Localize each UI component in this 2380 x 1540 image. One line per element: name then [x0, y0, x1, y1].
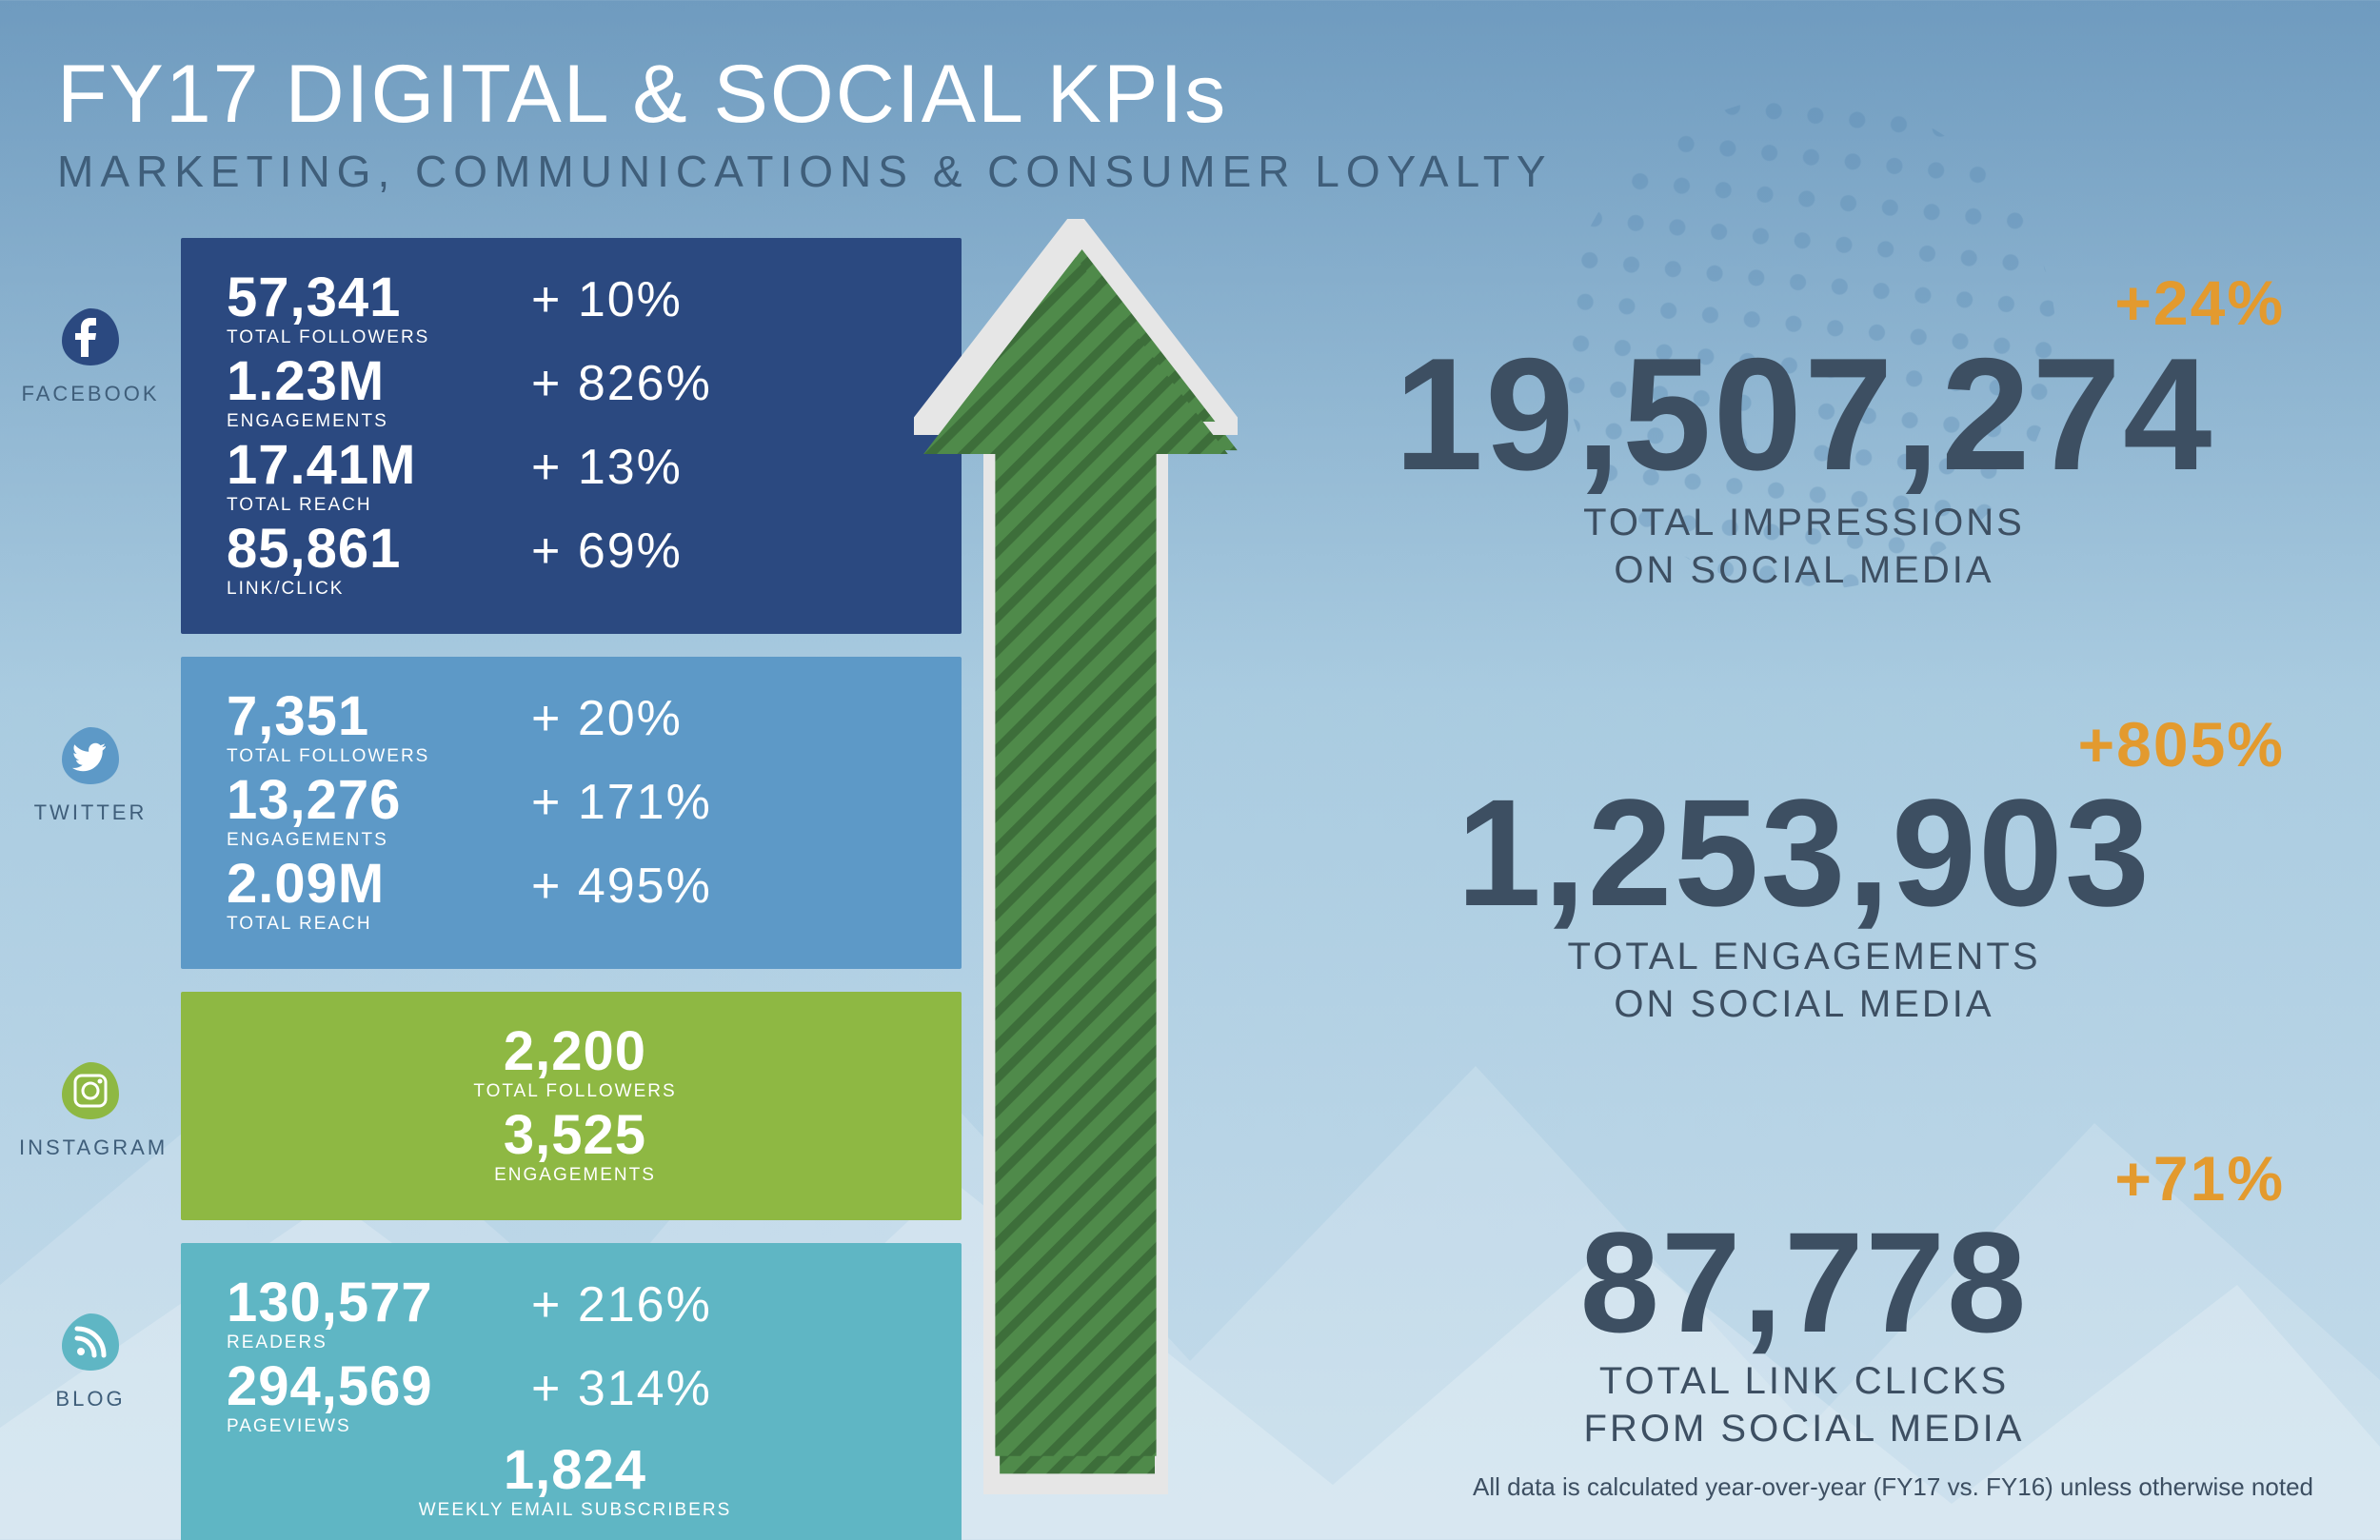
channel-label-twitter: TWITTER: [19, 657, 162, 825]
stat-value: 13,276: [227, 773, 531, 828]
stat-label: PAGEVIEWS: [227, 1416, 531, 1437]
stat-delta: + 10%: [531, 271, 683, 328]
stat-delta: + 495%: [531, 858, 712, 915]
stat-value: 7,351: [227, 689, 531, 744]
stat-value: 2,200: [473, 1024, 676, 1079]
stat-value: 57,341: [227, 270, 531, 326]
stat-label: ENGAGEMENTS: [227, 830, 531, 851]
summary-stat-3: +71% 87,778 TOTAL LINK CLICKSFROM SOCIAL…: [1266, 1142, 2342, 1453]
stat-delta: + 171%: [531, 774, 712, 831]
stat-row: 7,351TOTAL FOLLOWERS+ 20%: [227, 689, 923, 767]
stat-box-blog: 130,577READERS+ 216%294,569PAGEVIEWS+ 31…: [181, 1243, 962, 1540]
summary-value: 87,778: [1266, 1214, 2342, 1351]
summary-value: 19,507,274: [1266, 339, 2342, 491]
channel-label-instagram: INSTAGRAM: [19, 992, 162, 1160]
stat-delta: + 314%: [531, 1360, 712, 1417]
summary-stat-1: +24% 19,507,274 TOTAL IMPRESSIONSON SOCI…: [1266, 267, 2342, 594]
stat-row: 2.09MTOTAL REACH+ 495%: [227, 857, 923, 935]
stat-row: 294,569PAGEVIEWS+ 314%: [227, 1359, 923, 1437]
channel-name-instagram: INSTAGRAM: [19, 1135, 162, 1160]
channel-name-twitter: TWITTER: [19, 800, 162, 825]
stat-label: ENGAGEMENTS: [494, 1165, 656, 1186]
channel-blog: BLOG130,577READERS+ 216%294,569PAGEVIEWS…: [19, 1243, 962, 1540]
footnote: All data is calculated year-over-year (F…: [1473, 1472, 2313, 1502]
instagram-icon: [58, 1058, 123, 1123]
rss-icon: [58, 1310, 123, 1374]
stat-box-facebook: 57,341TOTAL FOLLOWERS+ 10%1.23MENGAGEMEN…: [181, 238, 962, 634]
stat-label: TOTAL FOLLOWERS: [227, 327, 531, 348]
stat-row: 130,577READERS+ 216%: [227, 1275, 923, 1353]
stat-box-twitter: 7,351TOTAL FOLLOWERS+ 20%13,276ENGAGEMEN…: [181, 657, 962, 969]
page-title: FY17 DIGITAL & SOCIAL KPIs: [57, 48, 1553, 142]
channel-name-blog: BLOG: [19, 1387, 162, 1412]
summary-value: 1,253,903: [1266, 780, 2342, 925]
twitter-icon: [58, 723, 123, 788]
stat-delta: + 216%: [531, 1276, 712, 1333]
up-arrow-graphic: [914, 219, 1238, 1494]
stat-value: 1.23M: [227, 354, 531, 409]
stat-row: 1,824WEEKLY EMAIL SUBSCRIBERS: [227, 1443, 923, 1521]
summary-label: TOTAL ENGAGEMENTSON SOCIAL MEDIA: [1266, 933, 2342, 1028]
page-subtitle: MARKETING, COMMUNICATIONS & CONSUMER LOY…: [57, 146, 1553, 197]
stat-row: 85,861LINK/CLICK+ 69%: [227, 522, 923, 600]
stat-label: TOTAL FOLLOWERS: [473, 1081, 676, 1102]
stat-row: 2,200TOTAL FOLLOWERS: [227, 1024, 923, 1102]
stat-row: 1.23MENGAGEMENTS+ 826%: [227, 354, 923, 432]
stat-value: 1,824: [419, 1443, 732, 1498]
channel-facebook: FACEBOOK57,341TOTAL FOLLOWERS+ 10%1.23ME…: [19, 238, 962, 634]
stat-value: 2.09M: [227, 857, 531, 912]
stat-label: WEEKLY EMAIL SUBSCRIBERS: [419, 1500, 732, 1521]
stat-row: 3,525ENGAGEMENTS: [227, 1108, 923, 1186]
facebook-icon: [58, 305, 123, 369]
stat-delta: + 13%: [531, 439, 683, 496]
stat-label: TOTAL FOLLOWERS: [227, 746, 531, 767]
summary-label: TOTAL LINK CLICKSFROM SOCIAL MEDIA: [1266, 1357, 2342, 1452]
stat-row: 17.41MTOTAL REACH+ 13%: [227, 438, 923, 516]
stat-row: 13,276ENGAGEMENTS+ 171%: [227, 773, 923, 851]
summary-stats: +24% 19,507,274 TOTAL IMPRESSIONSON SOCI…: [1266, 267, 2342, 1452]
stat-label: TOTAL REACH: [227, 914, 531, 935]
stat-value: 130,577: [227, 1275, 531, 1331]
stat-label: LINK/CLICK: [227, 579, 531, 600]
stat-box-instagram: 2,200TOTAL FOLLOWERS3,525ENGAGEMENTS: [181, 992, 962, 1220]
stat-value: 294,569: [227, 1359, 531, 1414]
summary-stat-2: +805% 1,253,903 TOTAL ENGAGEMENTSON SOCI…: [1266, 708, 2342, 1028]
stat-delta: + 69%: [531, 523, 683, 580]
stat-label: READERS: [227, 1333, 531, 1353]
channel-instagram: INSTAGRAM2,200TOTAL FOLLOWERS3,525ENGAGE…: [19, 992, 962, 1220]
stat-label: TOTAL REACH: [227, 495, 531, 516]
channel-list: FACEBOOK57,341TOTAL FOLLOWERS+ 10%1.23ME…: [19, 238, 962, 1540]
channel-twitter: TWITTER7,351TOTAL FOLLOWERS+ 20%13,276EN…: [19, 657, 962, 969]
header: FY17 DIGITAL & SOCIAL KPIs MARKETING, CO…: [57, 48, 1553, 197]
channel-label-blog: BLOG: [19, 1243, 162, 1412]
stat-value: 3,525: [494, 1108, 656, 1163]
stat-delta: + 20%: [531, 690, 683, 747]
stat-label: ENGAGEMENTS: [227, 411, 531, 432]
stat-value: 85,861: [227, 522, 531, 577]
channel-name-facebook: FACEBOOK: [19, 382, 162, 406]
stat-delta: + 826%: [531, 355, 712, 412]
stat-value: 17.41M: [227, 438, 531, 493]
summary-label: TOTAL IMPRESSIONSON SOCIAL MEDIA: [1266, 499, 2342, 594]
stat-row: 57,341TOTAL FOLLOWERS+ 10%: [227, 270, 923, 348]
channel-label-facebook: FACEBOOK: [19, 238, 162, 406]
